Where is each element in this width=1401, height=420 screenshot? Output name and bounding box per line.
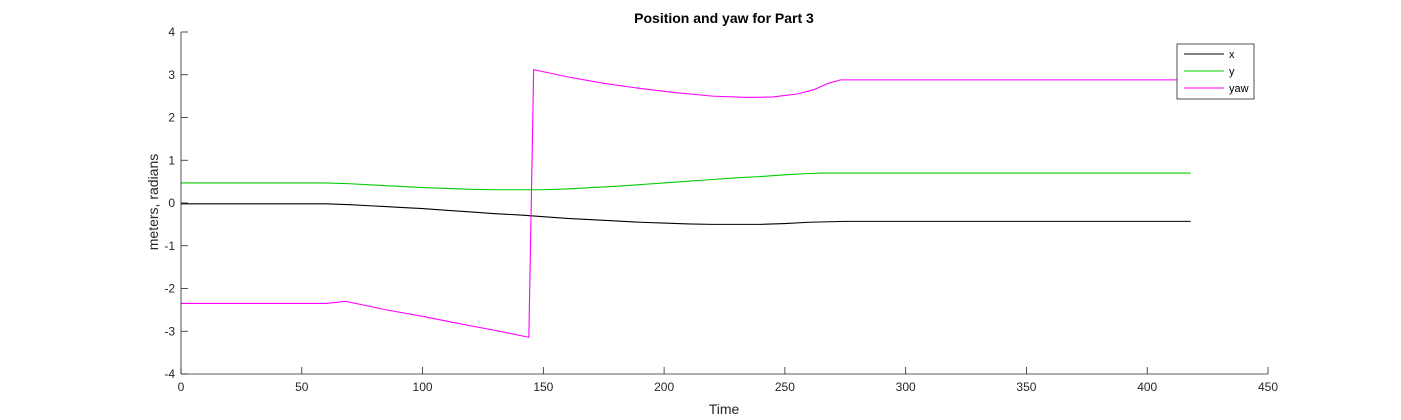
- x-tick-label: 400: [1137, 380, 1157, 394]
- x-tick-label: 300: [896, 380, 916, 394]
- x-axis-title: Time: [709, 401, 740, 417]
- y-tick-label: -1: [164, 239, 175, 253]
- x-tick-label: 350: [1016, 380, 1036, 394]
- x-tick-label: 0: [178, 380, 185, 394]
- y-axis-title: meters, radians: [145, 154, 161, 250]
- y-tick-label: -3: [164, 324, 175, 338]
- y-tick-label: 1: [168, 153, 175, 167]
- x-tick-label: 200: [654, 380, 674, 394]
- legend-label-yaw: yaw: [1229, 83, 1249, 95]
- legend: xy yaw: [1176, 43, 1255, 100]
- x-tick-label: 100: [413, 380, 433, 394]
- legend-label-x: x: [1229, 49, 1235, 61]
- x-tick-label: 250: [775, 380, 795, 394]
- series-line-x: [181, 203, 1191, 225]
- legend-label-y: y: [1229, 66, 1235, 78]
- y-tick-label: -4: [164, 367, 175, 381]
- y-tick-label: 3: [168, 68, 175, 82]
- y-tick-label: 2: [168, 111, 175, 125]
- x-tick-label: 450: [1258, 380, 1278, 394]
- series-group: [181, 68, 1191, 338]
- ticks-group: 0 50 100 150 200 250 300 350 400 450 -4 -3 -2 -1 0 1 2 3 4: [164, 25, 1278, 394]
- series-line-yaw: [181, 68, 1191, 338]
- y-tick-label: 4: [168, 25, 175, 39]
- x-tick-label: 150: [533, 380, 553, 394]
- y-tick-label: 0: [168, 196, 175, 210]
- x-tick-label: 50: [295, 380, 309, 394]
- series-line-y: [181, 172, 1191, 191]
- plot-area: [181, 32, 1268, 374]
- chart-title: Position and yaw for Part 3: [634, 10, 814, 26]
- y-tick-label: -2: [164, 282, 175, 296]
